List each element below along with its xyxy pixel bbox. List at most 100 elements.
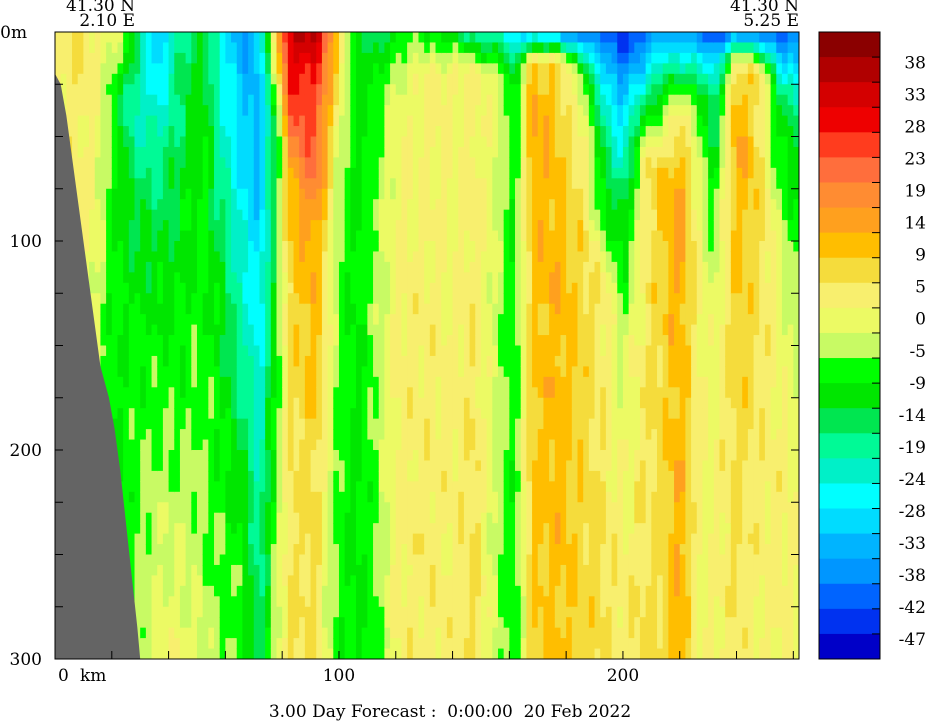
heatmap-cell [509,136,516,148]
heatmap-cell [373,564,380,576]
heatmap-cell [310,596,317,608]
heatmap-cell [520,470,527,482]
heatmap-cell [140,387,147,399]
heatmap-cell [214,188,221,200]
heatmap-cell [509,73,516,85]
heatmap-cell [378,523,386,535]
heatmap-cell [231,481,238,493]
heatmap-cell [492,345,499,357]
heatmap-cell [350,282,357,294]
heatmap-cell [441,408,448,420]
heatmap-cell [100,220,107,232]
heatmap-cell [350,512,357,524]
heatmap-cell [486,188,493,200]
heatmap-cell [361,450,368,462]
heatmap-cell [497,314,505,326]
heatmap-cell [480,533,488,545]
heatmap-cell [407,261,414,273]
heatmap-cell [503,272,510,284]
heatmap-cell [276,241,283,253]
heatmap-cell [196,94,204,106]
heatmap-cell [196,63,204,75]
heatmap-cell [497,366,505,378]
heatmap-cell [520,366,527,378]
heatmap-cell [480,575,488,587]
heatmap-cell [162,52,170,64]
heatmap-cell [253,397,261,409]
heatmap-cell [276,376,283,388]
heatmap-cell [179,178,187,190]
heatmap-cell [435,345,442,357]
heatmap-cell [367,638,374,650]
heatmap-cell [384,303,391,315]
heatmap-cell [378,596,386,608]
heatmap-cell [231,376,238,388]
heatmap-cell [89,188,96,200]
heatmap-cell [463,585,471,597]
heatmap-cell [168,606,175,618]
heatmap-cell [304,220,312,232]
heatmap-cell [145,32,153,44]
heatmap-cell [458,491,465,503]
heatmap-cell [145,199,153,211]
heatmap-cell [225,272,232,284]
heatmap-cell [174,387,181,399]
heatmap-cell [321,491,329,503]
heatmap-cell [361,188,368,200]
heatmap-cell [293,261,300,273]
heatmap-cell [356,429,363,441]
heatmap-cell [191,355,198,367]
heatmap-cell [469,84,476,96]
heatmap-cell [66,126,73,138]
heatmap-cell [162,188,170,200]
heatmap-cell [412,335,420,347]
heatmap-cell [242,105,249,117]
heatmap-cell [310,439,317,451]
heatmap-cell [412,303,420,315]
heatmap-cell [299,94,306,106]
heatmap-cell [407,575,414,587]
heatmap-cell [259,94,266,106]
heatmap-cell [128,94,136,106]
heatmap-cell [429,627,437,639]
heatmap-cell [401,512,408,524]
heatmap-cell [401,648,408,659]
heatmap-cell [236,335,244,347]
heatmap-cell [333,439,340,451]
heatmap-cell [486,32,493,44]
heatmap-cell [276,314,283,326]
heatmap-cell [106,282,113,294]
heatmap-cell [145,105,153,117]
heatmap-cell [111,52,119,64]
heatmap-cell [452,502,459,514]
heatmap-cell [134,345,141,357]
heatmap-cell [270,617,278,629]
heatmap-cell [304,282,312,294]
heatmap-cell [214,314,221,326]
heatmap-cell [333,188,340,200]
heatmap-cell [469,554,476,566]
heatmap-cell [373,366,380,378]
heatmap-cell [367,627,374,639]
heatmap-cell [356,146,363,158]
heatmap-cell [145,387,153,399]
heatmap-cell [384,460,391,472]
heatmap-cell [429,429,437,441]
heatmap-cell [208,293,215,305]
heatmap-cell [248,585,255,597]
heatmap-cell [424,251,431,263]
heatmap-cell [316,418,323,430]
heatmap-cell [378,167,386,179]
heatmap-cell [452,251,459,263]
heatmap-cell [299,439,306,451]
heatmap-cell [248,303,255,315]
heatmap-cell [231,418,238,430]
heatmap-cell [168,146,175,158]
heatmap-cell [162,230,170,242]
heatmap-cell [424,366,431,378]
heatmap-cell [418,397,425,409]
heatmap-cell [407,397,414,409]
heatmap-cell [412,439,420,451]
heatmap-cell [463,429,471,441]
heatmap-cell [304,146,312,158]
